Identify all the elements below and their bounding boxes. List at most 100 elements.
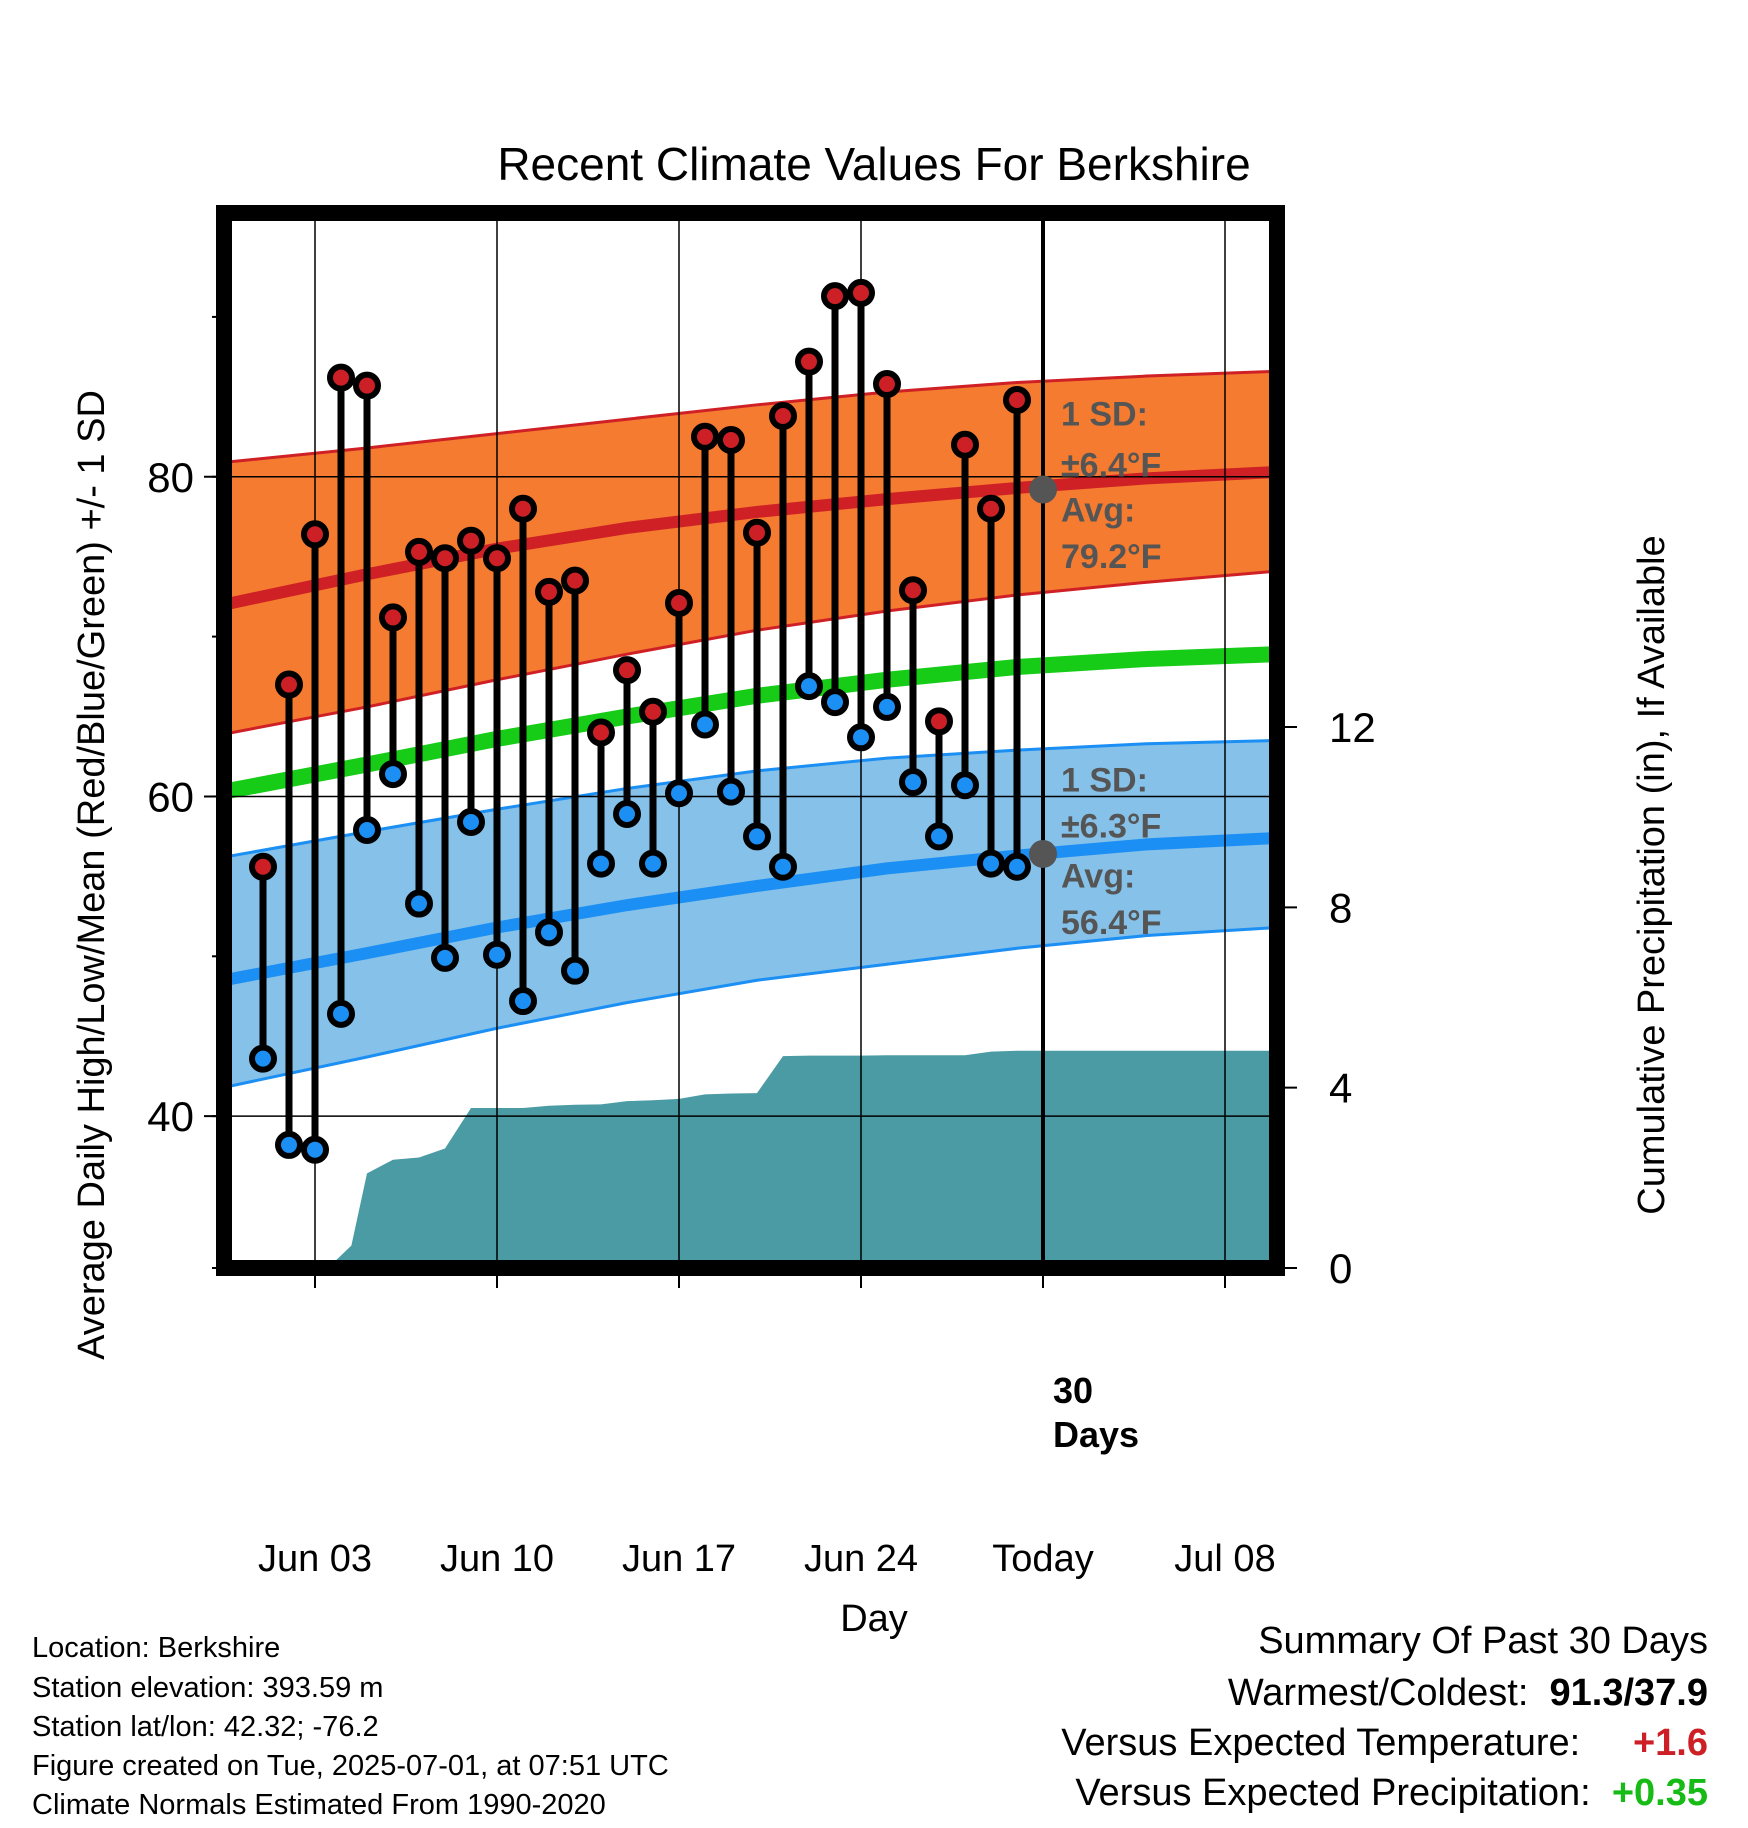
daily-high-point [457, 526, 485, 555]
daily-high-point [977, 494, 1005, 523]
plot-area: 1 SD: ±6.4°F Avg: 79.2°F 1 SD: ±6.3°F Avg: 56.4… [147, 205, 1376, 1580]
daily-high-point [379, 603, 407, 632]
daily-low-point [639, 849, 667, 878]
today-high-avg-marker [1029, 475, 1057, 504]
daily-low-point [509, 987, 537, 1016]
y-right-tick-label: 0 [1329, 1245, 1352, 1292]
x-tick-label: Today [992, 1538, 1093, 1580]
y-axis-right-label: Cumulative Precipitation (in), If Availa… [1631, 535, 1673, 1214]
days-count-number: 30 [1053, 1370, 1093, 1411]
daily-low-point [301, 1135, 329, 1164]
daily-low-point [483, 940, 511, 969]
x-tick-label: Jun 03 [258, 1538, 372, 1580]
summary-warm-cold-value: 91.3/37.9 [1549, 1672, 1708, 1714]
info-elevation: Station elevation: 393.59 m [32, 1672, 384, 1704]
x-tick-label: Jun 17 [622, 1538, 736, 1580]
summary-temp-label: Versus Expected Temperature: [1061, 1722, 1581, 1764]
x-tick-label: Jul 08 [1174, 1538, 1275, 1580]
daily-low-point [795, 672, 823, 701]
daily-low-point [951, 771, 979, 800]
y-right-tick-label: 8 [1329, 884, 1352, 931]
plot-frame [216, 205, 1285, 1276]
precipitation-area [224, 1050, 1277, 1268]
daily-high-point [301, 520, 329, 549]
daily-high-point [769, 402, 797, 431]
daily-high-point [327, 363, 355, 392]
info-location: Location: Berkshire [32, 1632, 281, 1664]
y-right-tick-label: 4 [1329, 1065, 1352, 1112]
daily-high-point [847, 278, 875, 307]
high-band-upper-edge [224, 369, 1277, 464]
daily-low-point [613, 800, 641, 829]
daily-low-point [925, 822, 953, 851]
daily-low-point [743, 822, 771, 851]
x-tick-label: Jun 10 [440, 1538, 554, 1580]
high-avg-label: Avg: [1061, 492, 1135, 530]
daily-low-point [717, 777, 745, 806]
daily-high-point [587, 718, 615, 747]
daily-low-point [379, 760, 407, 789]
daily-high-point [873, 370, 901, 399]
low-band-lower-edge [224, 926, 1277, 1089]
daily-high-point [483, 544, 511, 573]
low-sd-value: ±6.3°F [1061, 808, 1161, 846]
daily-low-point [249, 1044, 277, 1073]
daily-low-point [691, 710, 719, 739]
daily-high-point [795, 347, 823, 376]
low-sd-label: 1 SD: [1061, 762, 1148, 800]
daily-low-point [535, 918, 563, 947]
daily-high-point [821, 282, 849, 311]
y-axis-left-label: Average Daily High/Low/Mean (Red/Blue/Gr… [71, 390, 113, 1360]
summary-precip-label: Versus Expected Precipitation: [1075, 1772, 1591, 1814]
low-avg-label: Avg: [1061, 858, 1135, 896]
x-axis-label: Day [840, 1598, 908, 1640]
daily-high-point [535, 577, 563, 606]
daily-high-point [691, 422, 719, 451]
daily-high-point [717, 425, 745, 454]
y-left-tick-label: 60 [147, 773, 194, 820]
daily-low-point [665, 779, 693, 808]
daily-low-point [405, 889, 433, 918]
daily-low-point [847, 723, 875, 752]
y-left-tick-label: 80 [147, 454, 194, 501]
daily-low-point [275, 1130, 303, 1159]
daily-high-point [951, 430, 979, 459]
summary-temp-value: +1.6 [1632, 1722, 1708, 1764]
daily-high-point [275, 670, 303, 699]
days-count-word: Days [1053, 1414, 1139, 1455]
daily-high-point [613, 656, 641, 685]
low-avg-value: 56.4°F [1061, 904, 1162, 942]
x-tick-label: Jun 24 [804, 1538, 918, 1580]
daily-low-point [977, 849, 1005, 878]
daily-high-point [899, 576, 927, 605]
daily-low-point [821, 688, 849, 717]
summary-temp: Versus Expected Temperature: +1.6 [1061, 1722, 1708, 1765]
high-sd-value: ±6.4°F [1061, 446, 1161, 484]
daily-high-point [743, 518, 771, 547]
summary-title: Summary Of Past 30 Days [1258, 1620, 1708, 1662]
high-average-line [224, 465, 1277, 611]
daily-high-point [431, 544, 459, 573]
daily-high-point [1003, 386, 1031, 415]
daily-high-point [249, 852, 277, 881]
info-latlon: Station lat/lon: 42.32; -76.2 [32, 1711, 379, 1743]
summary-warm-cold-label: Warmest/Coldest: [1227, 1672, 1529, 1714]
daily-high-point [509, 494, 537, 523]
y-right-tick-label: 12 [1329, 704, 1376, 751]
high-avg-value: 79.2°F [1061, 538, 1162, 576]
daily-low-point [873, 692, 901, 721]
low-average-line [224, 832, 1277, 987]
daily-high-point [353, 371, 381, 400]
daily-high-point [925, 707, 953, 736]
summary-warmest-coldest: Warmest/Coldest: 91.3/37.9 [1228, 1672, 1708, 1715]
summary-precip: Versus Expected Precipitation: +0.35 [1075, 1772, 1708, 1815]
daily-high-point [665, 589, 693, 618]
daily-low-point [457, 808, 485, 837]
info-created: Figure created on Tue, 2025-07-01, at 07… [32, 1750, 669, 1782]
daily-high-point [639, 697, 667, 726]
y-left-tick-label: 40 [147, 1093, 194, 1140]
daily-high-point [405, 537, 433, 566]
info-normals: Climate Normals Estimated From 1990-2020 [32, 1789, 606, 1821]
daily-low-point [561, 956, 589, 985]
daily-low-point [899, 768, 927, 797]
